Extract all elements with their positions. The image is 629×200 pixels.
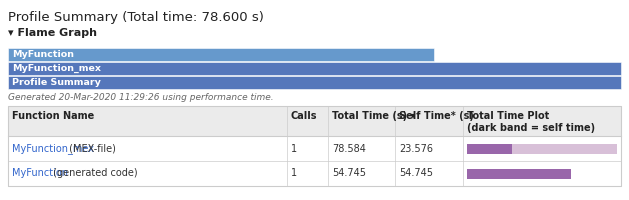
Text: Profile Summary: Profile Summary — [12, 78, 101, 87]
Text: 54.745: 54.745 — [332, 168, 366, 178]
Bar — [8, 161, 621, 186]
Text: 1: 1 — [291, 168, 297, 178]
Text: 54.745: 54.745 — [399, 168, 433, 178]
Text: MyFunction_mex: MyFunction_mex — [12, 143, 94, 154]
Text: 1: 1 — [291, 144, 297, 154]
Text: MyFunction_mex: MyFunction_mex — [12, 64, 101, 73]
Bar — [8, 136, 621, 161]
Text: MyFunction: MyFunction — [12, 50, 74, 59]
Bar — [467, 168, 571, 178]
Text: Self Time* (s): Self Time* (s) — [399, 111, 474, 121]
Text: MyFunction: MyFunction — [12, 168, 68, 178]
Text: 78.584: 78.584 — [332, 144, 366, 154]
Text: (MEX-file): (MEX-file) — [66, 144, 116, 154]
Bar — [8, 106, 621, 186]
Text: Calls: Calls — [291, 111, 318, 121]
Bar — [467, 144, 617, 154]
Text: ▾ Flame Graph: ▾ Flame Graph — [8, 28, 97, 38]
Bar — [8, 76, 621, 89]
Text: Profile Summary (Total time: 78.600 s): Profile Summary (Total time: 78.600 s) — [8, 11, 264, 24]
Text: Function Name: Function Name — [12, 111, 94, 121]
Bar — [8, 48, 434, 61]
Bar — [467, 168, 571, 178]
Bar — [467, 144, 512, 154]
Text: 23.576: 23.576 — [399, 144, 433, 154]
Text: Total Time (s) ▾: Total Time (s) ▾ — [332, 111, 415, 121]
Bar — [8, 62, 621, 75]
Text: Total Time Plot
(dark band = self time): Total Time Plot (dark band = self time) — [467, 111, 595, 133]
Text: (generated code): (generated code) — [50, 168, 138, 178]
Bar — [8, 106, 621, 136]
Text: Generated 20-Mar-2020 11:29:26 using performance time.: Generated 20-Mar-2020 11:29:26 using per… — [8, 93, 274, 102]
